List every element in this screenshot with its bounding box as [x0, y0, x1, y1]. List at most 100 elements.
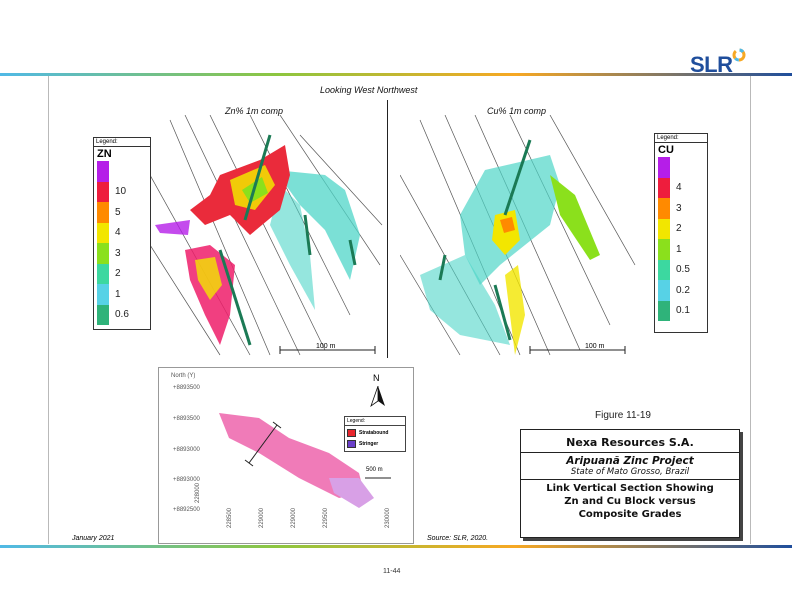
cu-legend-label: 4: [676, 182, 682, 194]
inset-legend-swatch: [347, 440, 356, 448]
logo-ring-icon: [732, 48, 746, 62]
cu-legend-label: 0.2: [676, 284, 690, 296]
slr-logo: SLR: [690, 48, 746, 78]
zn-legend-row: 1: [94, 284, 150, 305]
zn-legend-swatch: [97, 181, 109, 202]
cu-legend-row: 0.2: [655, 280, 707, 301]
cu-lower-mid: [505, 265, 525, 355]
cu-legend-swatch: [658, 239, 670, 260]
inset-y-tick: +8893000: [173, 477, 200, 483]
inset-y-tick: +8893500: [173, 416, 200, 422]
cu-legend-row: 1: [655, 239, 707, 260]
caption-line-1: Link Vertical Section Showing: [546, 483, 714, 494]
caption-line-2: Zn and Cu Block versus: [564, 496, 696, 507]
zn-legend-row: 2: [94, 263, 150, 284]
zn-legend-heading: Legend:: [94, 138, 150, 147]
zn-legend-label: 3: [115, 247, 121, 259]
cu-legend-swatch: [658, 177, 670, 198]
cu-legend-row: 0.1: [655, 300, 707, 321]
cu-lower-envelope: [420, 255, 510, 345]
view-label: Looking West Northwest: [320, 85, 418, 95]
caption-line-3: Composite Grades: [578, 509, 682, 520]
section-divider: [387, 100, 388, 358]
zn-lower-lens-mid: [195, 257, 222, 300]
cu-legend-label: 2: [676, 223, 682, 235]
inset-legend-row: Stratabound: [347, 429, 403, 437]
inset-y-tick: +8893000: [173, 447, 200, 453]
inset-y-tick: +8893500: [173, 385, 200, 391]
header-color-bar: [0, 73, 792, 76]
cu-legend-label: 0.1: [676, 305, 690, 317]
cu-legend-swatch: [658, 218, 670, 239]
inset-section-line: [248, 424, 278, 464]
zn-legend-swatch: [97, 222, 109, 243]
cu-legend-swatch: [658, 259, 670, 280]
inset-y-tick: +8892500: [173, 507, 200, 513]
cu-legend-heading: Legend:: [655, 134, 707, 143]
cu-legend-row: [655, 157, 707, 178]
zn-legend-swatch: [97, 304, 109, 325]
cu-scale-label: 100 m: [585, 343, 605, 350]
project-location: State of Mato Grosso, Brazil: [521, 467, 739, 480]
zn-legend-label: 4: [115, 227, 121, 239]
title-block: Nexa Resources S.A. Aripuanã Zinc Projec…: [520, 429, 740, 538]
inset-legend-items: Stratabound Stringer: [345, 429, 405, 448]
inset-legend-row: Stringer: [347, 440, 403, 448]
cu-legend-variable: CU: [658, 144, 674, 156]
zn-section-plot: [150, 115, 383, 356]
logo-text: SLR: [690, 52, 733, 77]
cu-legend: Legend: CU 4 3 2 1 0.5 0.2 0.1: [654, 133, 708, 333]
project-name: Aripuanã Zinc Project: [566, 455, 694, 467]
right-panel-title: Cu% 1m comp: [487, 106, 547, 116]
zn-legend-row: 10: [94, 181, 150, 202]
cu-legend-swatch: [658, 300, 670, 321]
cu-east-lens: [550, 175, 600, 260]
zn-legend-row: [94, 161, 150, 182]
zn-legend-swatch: [97, 263, 109, 284]
north-arrow-icon: [370, 386, 385, 408]
zn-envelope-mid: [270, 185, 315, 310]
left-panel-title: Zn% 1m comp: [225, 106, 284, 116]
zn-legend-label: 5: [115, 206, 121, 218]
cu-legend-label: 3: [676, 202, 682, 214]
footer-source: Source: SLR, 2020.: [427, 535, 489, 542]
zn-legend-row: 5: [94, 202, 150, 223]
inset-orebody-east: [329, 478, 374, 508]
zn-composites: [218, 134, 357, 346]
cu-legend-items: 4 3 2 1 0.5 0.2 0.1: [655, 157, 707, 321]
inset-legend-label: Stringer: [359, 441, 379, 447]
zn-legend-row: 3: [94, 243, 150, 264]
plan-inset-map: North (Y) +8893500 +8893500 +8893000 +88…: [158, 367, 414, 544]
inset-orebody-main: [219, 413, 364, 498]
zn-legend-swatch: [97, 243, 109, 264]
zn-legend-variable: ZN: [97, 148, 112, 160]
zn-legend-label: 0.6: [115, 309, 129, 321]
zn-legend-label: 10: [115, 186, 127, 198]
cu-composites: [438, 139, 532, 341]
footer-date: January 2021: [72, 535, 115, 542]
figure-number: Figure 11-19: [595, 410, 651, 421]
company-name: Nexa Resources S.A.: [521, 430, 739, 453]
cu-legend-row: 4: [655, 177, 707, 198]
zn-west-stringer: [155, 220, 190, 235]
inset-legend-swatch: [347, 429, 356, 437]
cu-legend-swatch: [658, 157, 670, 178]
cu-legend-label: 0.5: [676, 264, 690, 276]
cu-legend-row: 2: [655, 218, 707, 239]
zn-legend-label: 2: [115, 268, 121, 280]
zn-legend-swatch: [97, 161, 109, 182]
cu-legend-row: 0.5: [655, 259, 707, 280]
cu-mid-grade-zone: [492, 210, 520, 255]
inset-axis-label: North (Y): [171, 373, 196, 379]
zn-legend-items: 10 5 4 3 2 1 0.6: [94, 161, 150, 325]
zn-legend-row: 0.6: [94, 304, 150, 325]
cu-legend-swatch: [658, 280, 670, 301]
zn-legend-swatch: [97, 202, 109, 223]
inset-legend-heading: Legend:: [345, 417, 405, 426]
inset-scale-label: 500 m: [366, 467, 383, 473]
zn-legend-label: 1: [115, 288, 121, 300]
cu-legend-label: 1: [676, 243, 682, 255]
page-number: 11-44: [383, 568, 401, 575]
zn-legend: Legend: ZN 10 5 4 3 2 1 0.6: [93, 137, 151, 330]
zn-legend-swatch: [97, 284, 109, 305]
